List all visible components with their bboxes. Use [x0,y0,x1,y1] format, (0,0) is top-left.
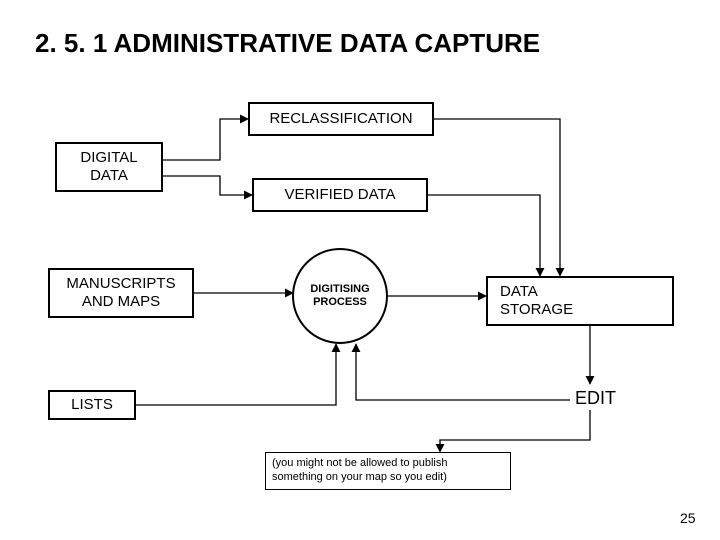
page-title: 2. 5. 1 ADMINISTRATIVE DATA CAPTURE [35,28,540,59]
node-label: VERIFIED DATA [284,186,395,204]
node-label: RECLASSIFICATION [269,110,412,128]
node-digitising-process: DIGITISING PROCESS [292,248,388,344]
node-label: LISTS [71,396,113,414]
node-label: DIGITAL DATA [80,149,137,185]
node-digital-data: DIGITAL DATA [55,142,163,192]
node-reclassification: RECLASSIFICATION [248,102,434,136]
node-verified-data: VERIFIED DATA [252,178,428,212]
page-number: 25 [680,510,696,526]
node-note: (you might not be allowed to publish som… [265,452,511,490]
node-manuscripts: MANUSCRIPTS AND MAPS [48,268,194,318]
node-label: MANUSCRIPTS AND MAPS [66,275,175,311]
node-label: DIGITISING PROCESS [310,283,369,309]
node-label: DATA STORAGE [500,283,573,319]
node-data-storage: DATA STORAGE [486,276,674,326]
node-lists: LISTS [48,390,136,420]
node-edit: EDIT [575,388,616,409]
